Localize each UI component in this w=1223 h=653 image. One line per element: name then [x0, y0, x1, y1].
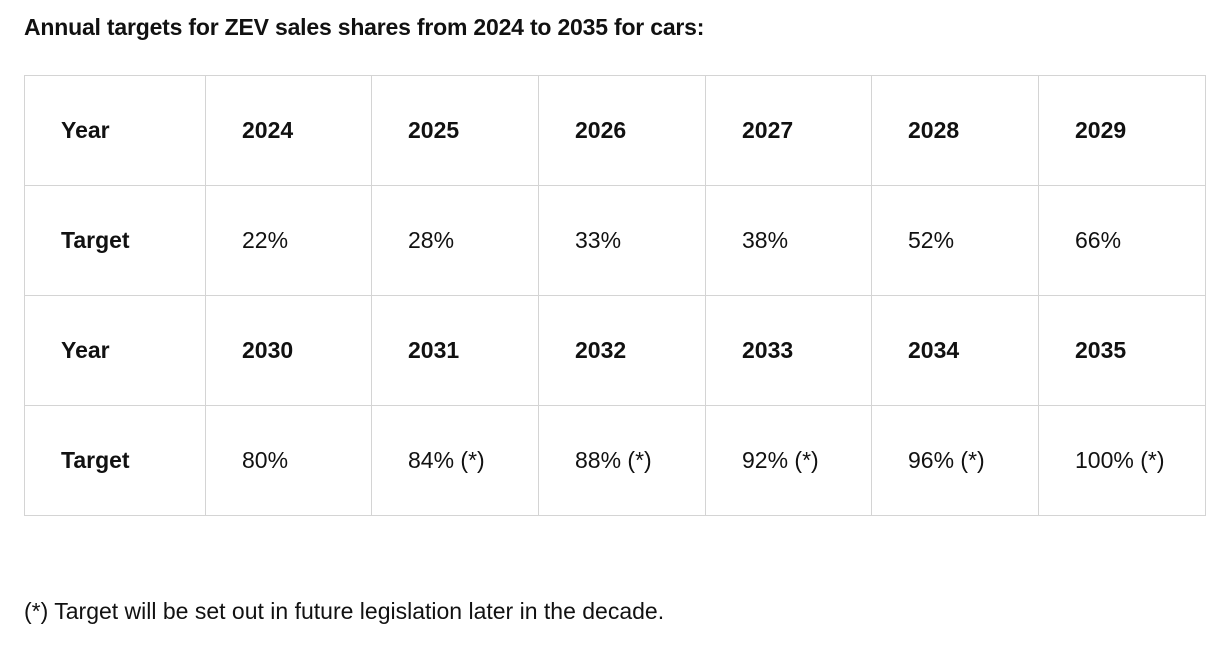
year-cell: 2035: [1038, 295, 1206, 406]
year-cell: 2031: [371, 295, 539, 406]
year-cell: 2033: [705, 295, 872, 406]
year-row-1: Year 2024 2025 2026 2027 2028 2029: [24, 75, 1206, 186]
target-row-2: Target 80% 84% (*) 88% (*) 92% (*) 96% (…: [24, 405, 1206, 516]
target-cell: 92% (*): [705, 405, 872, 516]
target-cell: 88% (*): [538, 405, 706, 516]
row-label: Year: [24, 295, 206, 406]
year-cell: 2032: [538, 295, 706, 406]
year-cell: 2025: [371, 75, 539, 186]
target-cell: 52%: [871, 185, 1039, 296]
target-cell: 33%: [538, 185, 706, 296]
target-cell: 28%: [371, 185, 539, 296]
row-label: Year: [24, 75, 206, 186]
row-label: Target: [24, 185, 206, 296]
year-cell: 2026: [538, 75, 706, 186]
page-heading: Annual targets for ZEV sales shares from…: [24, 14, 705, 40]
target-cell: 22%: [205, 185, 372, 296]
target-cell: 80%: [205, 405, 372, 516]
row-label: Target: [24, 405, 206, 516]
year-row-2: Year 2030 2031 2032 2033 2034 2035: [24, 295, 1206, 406]
zev-targets-table: Year 2024 2025 2026 2027 2028 2029 Targe…: [24, 75, 1206, 516]
target-cell: 100% (*): [1038, 405, 1206, 516]
target-cell: 96% (*): [871, 405, 1039, 516]
target-cell: 66%: [1038, 185, 1206, 296]
year-cell: 2029: [1038, 75, 1206, 186]
target-row-1: Target 22% 28% 33% 38% 52% 66%: [24, 185, 1206, 296]
footnote: (*) Target will be set out in future leg…: [24, 598, 665, 624]
year-cell: 2024: [205, 75, 372, 186]
year-cell: 2027: [705, 75, 872, 186]
year-cell: 2030: [205, 295, 372, 406]
year-cell: 2034: [871, 295, 1039, 406]
target-cell: 84% (*): [371, 405, 539, 516]
year-cell: 2028: [871, 75, 1039, 186]
target-cell: 38%: [705, 185, 872, 296]
